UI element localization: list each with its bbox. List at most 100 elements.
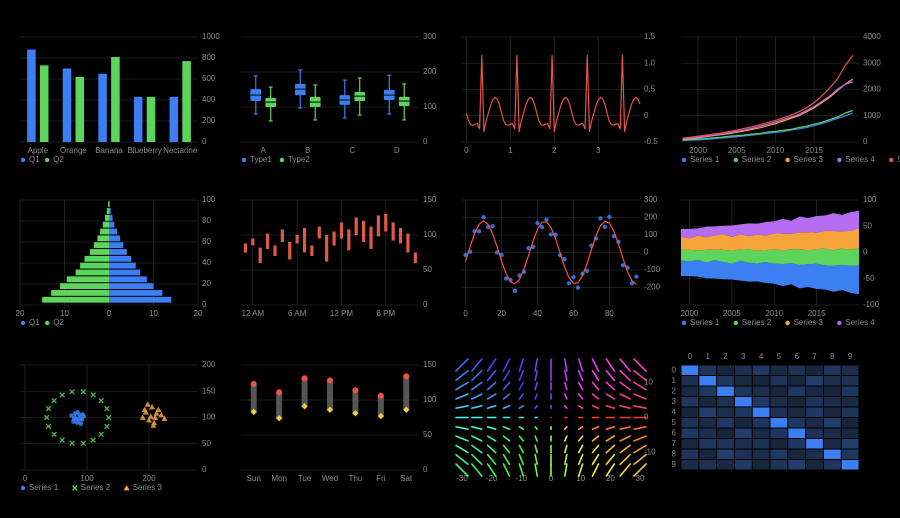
arrow <box>619 463 631 477</box>
cell <box>823 397 841 407</box>
y-tick-label: 300 <box>644 195 658 204</box>
point <box>71 416 77 422</box>
point <box>80 440 87 446</box>
bar <box>109 255 132 262</box>
arrow <box>591 381 600 391</box>
arrow <box>534 463 538 477</box>
arrow <box>534 444 538 454</box>
bar <box>39 65 49 142</box>
arrow <box>518 393 525 400</box>
cell <box>699 460 717 470</box>
bar <box>146 96 156 142</box>
y-tick-label: 100 <box>423 395 437 404</box>
arrow <box>605 393 616 400</box>
cell <box>823 376 841 386</box>
range-bar <box>352 390 359 414</box>
cell <box>788 365 806 375</box>
y-tick-label: 60 <box>202 237 211 246</box>
legend-marker <box>837 320 842 326</box>
point <box>59 437 65 443</box>
bar <box>182 61 191 142</box>
point <box>45 423 52 430</box>
point <box>74 420 80 425</box>
bar <box>109 242 124 249</box>
x-tick-label: 200 <box>142 474 156 483</box>
bar <box>109 290 163 296</box>
x-tick-label: 6 AM <box>288 309 307 318</box>
cell <box>699 428 717 438</box>
arrow <box>605 404 616 410</box>
legend-label: Q2 <box>53 318 64 327</box>
range-bar <box>276 392 283 419</box>
arrow <box>455 381 469 391</box>
point <box>98 397 105 404</box>
legend-marker <box>681 157 687 163</box>
cell <box>752 365 770 375</box>
legend-marker <box>20 320 26 326</box>
cell <box>752 386 770 396</box>
x-tick-label: 20 <box>16 309 25 318</box>
bar <box>75 76 85 142</box>
arrow <box>577 369 584 382</box>
arrow <box>577 404 584 410</box>
range-bar <box>280 229 284 242</box>
x-tick-label: 8 <box>830 352 835 361</box>
arrow <box>455 435 469 442</box>
arrow <box>471 453 483 466</box>
panel: -0.5 0 0.5 1.0 1.5 0 1 2 3 <box>462 32 658 155</box>
arrow <box>591 393 600 400</box>
bar <box>75 269 109 276</box>
point <box>575 285 581 290</box>
cell <box>752 439 770 449</box>
low-point <box>377 412 385 420</box>
cell <box>681 407 699 417</box>
x-tick-label: 0 <box>463 309 468 318</box>
arrow <box>534 425 538 431</box>
legend-label: Series 1 <box>690 155 720 164</box>
arrow <box>471 393 483 400</box>
arrow <box>577 358 584 372</box>
arrow <box>534 453 538 466</box>
x-tick-label: 0 <box>107 309 112 318</box>
cell <box>734 365 752 375</box>
bar <box>100 228 109 235</box>
x-tick-label: Apple <box>28 146 49 155</box>
legend-label: Series 2 <box>81 483 111 492</box>
cell <box>806 376 823 386</box>
legend-label: Q1 <box>29 155 40 164</box>
y-tick-label: 2000 <box>863 85 881 94</box>
y-tick-label: 100 <box>644 230 658 239</box>
x-tick-label: 2000 <box>689 146 707 155</box>
cell <box>734 397 752 407</box>
cell <box>770 365 788 375</box>
legend-label: Series 2 <box>742 155 772 164</box>
arrow <box>455 453 469 466</box>
arrow <box>591 404 600 410</box>
cell <box>823 386 841 396</box>
x-tick-label: 2005 <box>723 309 741 318</box>
cell <box>841 365 859 375</box>
arrow <box>633 463 647 477</box>
y-tick-label: 100 <box>423 102 437 111</box>
y-tick-label: 50 <box>423 265 432 274</box>
x-tick-label: 2015 <box>808 309 826 318</box>
cell <box>717 449 734 459</box>
arrow <box>471 435 483 442</box>
cell <box>734 460 752 470</box>
point <box>539 224 545 230</box>
cell <box>806 397 823 407</box>
arrow <box>564 369 568 382</box>
point <box>72 411 78 416</box>
area <box>681 248 859 266</box>
point <box>90 437 96 443</box>
point <box>80 412 85 417</box>
cell <box>806 365 823 375</box>
range-bar <box>265 233 270 249</box>
point <box>80 389 87 395</box>
x-tick-label: 20 <box>194 309 203 318</box>
arrow <box>471 381 483 391</box>
bar <box>169 96 179 142</box>
legend-label: Series 4 <box>845 318 875 327</box>
arrow <box>605 453 616 466</box>
